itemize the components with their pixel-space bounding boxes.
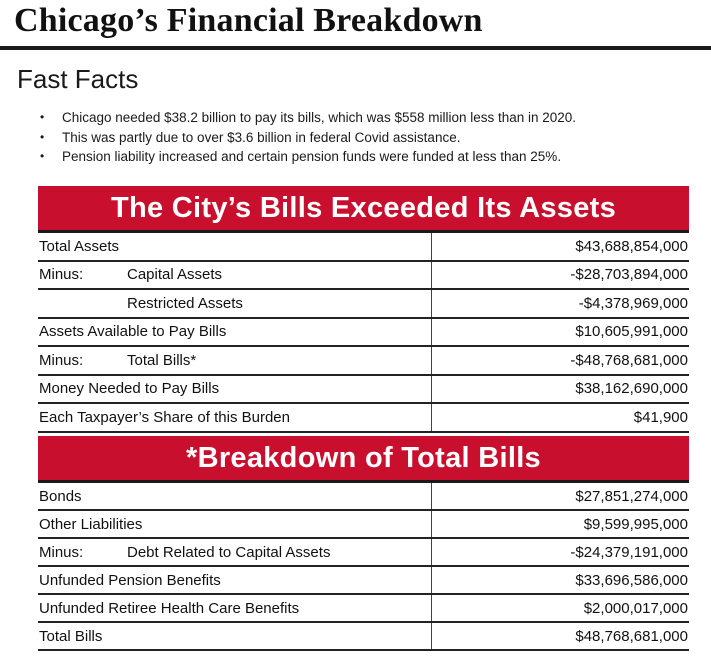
row-value: $33,696,586,000 [431, 566, 689, 595]
minus-label: Minus: [39, 351, 84, 369]
row-value: $10,605,991,000 [431, 317, 689, 347]
table-row: Bonds $27,851,274,000 [38, 483, 689, 511]
row-label: Unfunded Pension Benefits [38, 566, 432, 595]
table-row: Each Taxpayer’s Share of this Burden $41… [38, 403, 689, 433]
bills-table: Bonds $27,851,274,000 Other Liabilities … [38, 483, 689, 651]
bullet-icon: • [40, 110, 45, 124]
bullet-icon: • [40, 129, 45, 144]
row-value: -$4,378,969,000 [431, 289, 689, 319]
fact-text: Chicago needed $38.2 billion to pay its … [62, 110, 577, 125]
fact-text: This was partly due to over $3.6 billion… [62, 129, 461, 145]
table-row: Restricted Assets -$4,378,969,000 [38, 289, 689, 319]
table-row: Other Liabilities $9,599,995,000 [38, 510, 689, 539]
row-value: $27,851,274,000 [431, 483, 689, 511]
section-banner: *Breakdown of Total Bills [38, 436, 689, 483]
row-value: $9,599,995,000 [431, 510, 689, 539]
table-row: Money Needed to Pay Bills $38,162,690,00… [38, 374, 689, 404]
title-divider [0, 46, 711, 50]
row-label: Unfunded Retiree Health Care Benefits [38, 594, 432, 623]
row-label: Each Taxpayer’s Share of this Burden [38, 403, 432, 433]
fact-item: • This was partly due to over $3.6 billio… [40, 128, 576, 148]
fact-text: Pension liability increased and certain … [62, 149, 562, 164]
row-value: $41,900 [431, 403, 689, 433]
row-value: -$48,768,681,000 [431, 346, 689, 376]
row-value: -$24,379,191,000 [431, 538, 689, 567]
fast-facts-list: • Chicago needed $38.2 billion to pay its… [40, 108, 576, 167]
assets-section: The City’s Bills Exceeded Its Assets Tot… [38, 186, 689, 433]
row-label: Minus: Total Bills* [38, 346, 432, 376]
section-banner: The City’s Bills Exceeded Its Assets [38, 186, 689, 233]
row-value: $48,768,681,000 [431, 622, 689, 651]
row-label: Total Assets [38, 233, 432, 262]
bills-breakdown-section: *Breakdown of Total Bills Bonds $27,851,… [38, 436, 689, 651]
row-label: Total Bills [38, 622, 432, 651]
table-row: Minus: Capital Assets -$28,703,894,000 [38, 260, 689, 290]
fact-item: • Pension liability increased and certain… [40, 147, 576, 167]
row-value: $43,688,854,000 [431, 233, 689, 262]
table-row: Unfunded Pension Benefits $33,696,586,00… [38, 566, 689, 595]
bullet-icon: • [40, 149, 45, 163]
page-title: Chicago’s Financial Breakdown [14, 2, 483, 39]
minus-label: Minus: [39, 543, 84, 561]
assets-table: Total Assets $43,688,854,000 Minus: Capit… [38, 233, 689, 433]
row-value: -$28,703,894,000 [431, 260, 689, 290]
row-value: $38,162,690,000 [431, 374, 689, 404]
table-row: Minus: Total Bills* -$48,768,681,000 [38, 346, 689, 376]
table-row: Assets Available to Pay Bills $10,605,99… [38, 317, 689, 347]
row-label: Restricted Assets [38, 289, 432, 319]
fact-item: • Chicago needed $38.2 billion to pay its… [40, 108, 576, 128]
row-label: Minus: Capital Assets [38, 260, 432, 290]
row-label: Bonds [38, 483, 432, 511]
row-label: Money Needed to Pay Bills [38, 374, 432, 404]
minus-label: Minus: [39, 266, 84, 284]
table-row: Unfunded Retiree Health Care Benefits $2… [38, 594, 689, 623]
table-row: Total Bills $48,768,681,000 [38, 622, 689, 651]
row-label: Minus: Debt Related to Capital Assets [38, 538, 432, 567]
row-label: Other Liabilities [38, 510, 432, 539]
fast-facts-heading: Fast Facts [17, 64, 139, 94]
row-label: Assets Available to Pay Bills [38, 317, 432, 347]
row-value: $2,000,017,000 [431, 594, 689, 623]
table-row: Total Assets $43,688,854,000 [38, 233, 689, 262]
table-row: Minus: Debt Related to Capital Assets -$2… [38, 538, 689, 567]
